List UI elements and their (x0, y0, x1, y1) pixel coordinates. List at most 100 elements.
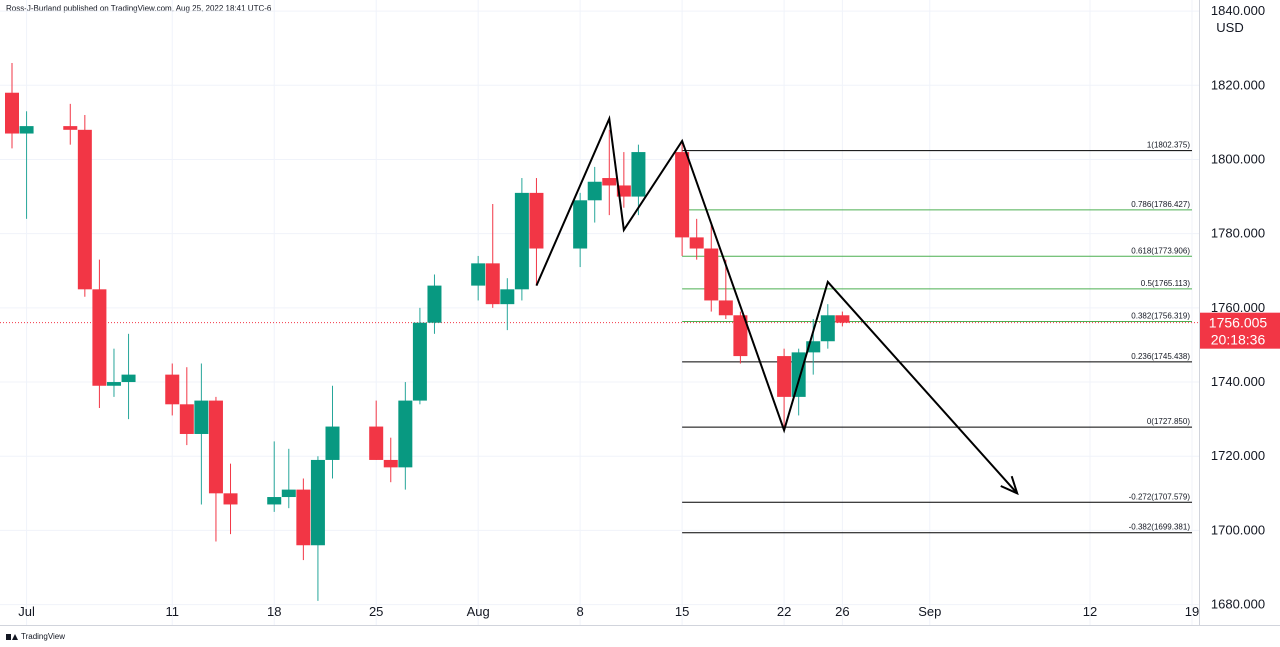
drawings[interactable] (535, 114, 1019, 496)
candle-body (223, 493, 238, 505)
candle (92, 259, 107, 409)
price-axis[interactable]: 1680.000 1700.000 1720.000 1740.000 1760.000… (1211, 3, 1265, 611)
fib-level-label: 0(1727.850) (1147, 417, 1190, 426)
candle (5, 63, 19, 149)
tradingview-brand[interactable]: TradingView (6, 632, 65, 641)
time-tick-label: 26 (835, 604, 849, 619)
candle-body (165, 374, 180, 405)
candle (63, 103, 78, 145)
price-tick-label: 1780.000 (1211, 226, 1265, 241)
candle (165, 363, 180, 416)
candle (602, 129, 617, 216)
candle-body (398, 400, 413, 468)
candle-body (383, 459, 398, 468)
candle-body (310, 459, 325, 546)
projection-arrow-head (1000, 475, 1019, 496)
tradingview-logo-icon (6, 633, 18, 641)
candle (369, 400, 384, 460)
candle-body (194, 400, 209, 434)
price-tick-label: 1740.000 (1211, 374, 1265, 389)
candle (500, 278, 515, 331)
candle (325, 385, 340, 479)
candle-body (718, 300, 733, 316)
tradingview-brand-label: TradingView (21, 632, 66, 641)
candle-body (777, 356, 792, 397)
candle (427, 274, 442, 334)
time-tick-label: Aug (467, 604, 490, 619)
fib-level-label: -0.272(1707.579) (1129, 492, 1191, 501)
candle (733, 311, 748, 364)
price-tick-label: 1800.000 (1211, 151, 1265, 166)
candle-body (179, 404, 194, 434)
candle-body (471, 263, 486, 286)
candles (5, 63, 850, 601)
candle (121, 333, 136, 420)
candle-body (820, 315, 835, 342)
candle (412, 307, 427, 405)
candle (398, 382, 413, 490)
bar-countdown: 20:18:36 (1211, 332, 1266, 348)
candle (529, 178, 544, 286)
fib-retracement[interactable]: 1(1802.375) 0.786(1786.427) 0.618(1773.906… (0, 141, 1199, 534)
time-tick-label: 18 (267, 604, 281, 619)
candle-body (587, 181, 602, 201)
current-price-tag-bg (1200, 312, 1280, 349)
time-tick-label: 22 (777, 604, 791, 619)
candle-body (5, 92, 19, 134)
fib-level-label: 0.618(1773.906) (1131, 246, 1190, 255)
candle-body (369, 426, 384, 460)
candle-body (296, 489, 311, 546)
price-tick-label: 1760.000 (1211, 300, 1265, 315)
candle (631, 144, 646, 216)
candle (296, 478, 311, 561)
candle-body (485, 263, 500, 305)
candle-body (573, 200, 588, 249)
time-axis[interactable]: Jul 11 18 25 Aug 8 15 22 26 Sep 12 19 (18, 604, 1199, 619)
candle-body (733, 315, 748, 357)
current-price-value: 1756.005 (1209, 315, 1268, 331)
zigzag-pattern-line (535, 114, 1018, 494)
candle (194, 363, 209, 505)
candle (208, 396, 223, 542)
candle-body (121, 374, 136, 383)
candle (820, 304, 835, 349)
candle-body (529, 192, 544, 249)
price-tick-label: 1720.000 (1211, 448, 1265, 463)
price-tick-label: 1820.000 (1211, 77, 1265, 92)
candle (718, 259, 733, 319)
time-tick-label: 12 (1083, 604, 1097, 619)
fib-level-label: 0.236(1745.438) (1131, 352, 1190, 361)
time-tick-label: 25 (369, 604, 383, 619)
time-tick-label: 11 (165, 604, 179, 619)
candle (573, 192, 588, 268)
candle-body (412, 322, 427, 401)
candle-body (675, 152, 690, 238)
fib-level-label: -0.382(1699.381) (1129, 523, 1191, 532)
candle-body (92, 289, 107, 386)
candle (267, 441, 282, 512)
candle-body (325, 426, 340, 460)
candle-body (267, 497, 282, 505)
candle (281, 448, 296, 509)
candle (179, 367, 194, 446)
time-tick-label: 19 (1185, 604, 1199, 619)
candle (383, 437, 398, 483)
candle-body (106, 382, 121, 386)
candle-body (616, 185, 631, 197)
fib-level-label: 0.5(1765.113) (1141, 279, 1191, 288)
candle-body (500, 289, 515, 305)
candle-body (63, 126, 78, 130)
publisher-header: Ross-J-Burland published on TradingView.… (6, 4, 272, 13)
grid (0, 0, 1199, 625)
candle-body (208, 400, 223, 494)
candle (616, 152, 631, 208)
candle (106, 348, 121, 397)
candle (485, 204, 500, 308)
candle-body (791, 352, 806, 397)
candle (223, 463, 238, 535)
candle-body (689, 237, 704, 249)
price-tick-label: 1840.000 (1211, 3, 1265, 18)
fib-level-label: 0.786(1786.427) (1131, 200, 1190, 209)
